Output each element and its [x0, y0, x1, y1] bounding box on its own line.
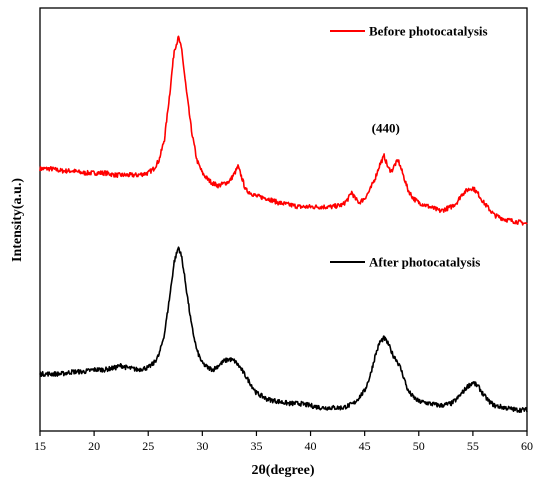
- x-tick-label: 20: [88, 439, 100, 453]
- x-tick-label: 50: [413, 439, 425, 453]
- annotations: (440): [372, 120, 400, 135]
- x-tick-label: 25: [142, 439, 154, 453]
- legend-label-1: Before photocatalysis: [369, 24, 488, 39]
- x-tick-label: 55: [467, 439, 479, 453]
- series-line-2: [39, 246, 528, 414]
- series-line-1: [39, 35, 528, 226]
- peak-annotation: (440): [372, 120, 400, 135]
- series-layer: [39, 35, 528, 414]
- x-axis-title: 2θ(degree): [251, 463, 314, 478]
- x-tick-label: 40: [305, 439, 317, 453]
- y-axis-title: Intensity(a.u.): [10, 178, 25, 262]
- x-tick-label: 45: [359, 439, 371, 453]
- x-tick-label: 15: [34, 439, 46, 453]
- x-ticks: 15 20 25 30 35 40 45 50 55 60: [34, 431, 533, 453]
- plot-frame: [39, 7, 528, 432]
- x-tick-label: 60: [521, 439, 533, 453]
- legend: Before photocatalysis After photocatalysi…: [330, 24, 488, 270]
- x-tick-label: 35: [250, 439, 262, 453]
- x-tick-label: 30: [196, 439, 208, 453]
- legend-label-2: After photocatalysis: [369, 255, 480, 270]
